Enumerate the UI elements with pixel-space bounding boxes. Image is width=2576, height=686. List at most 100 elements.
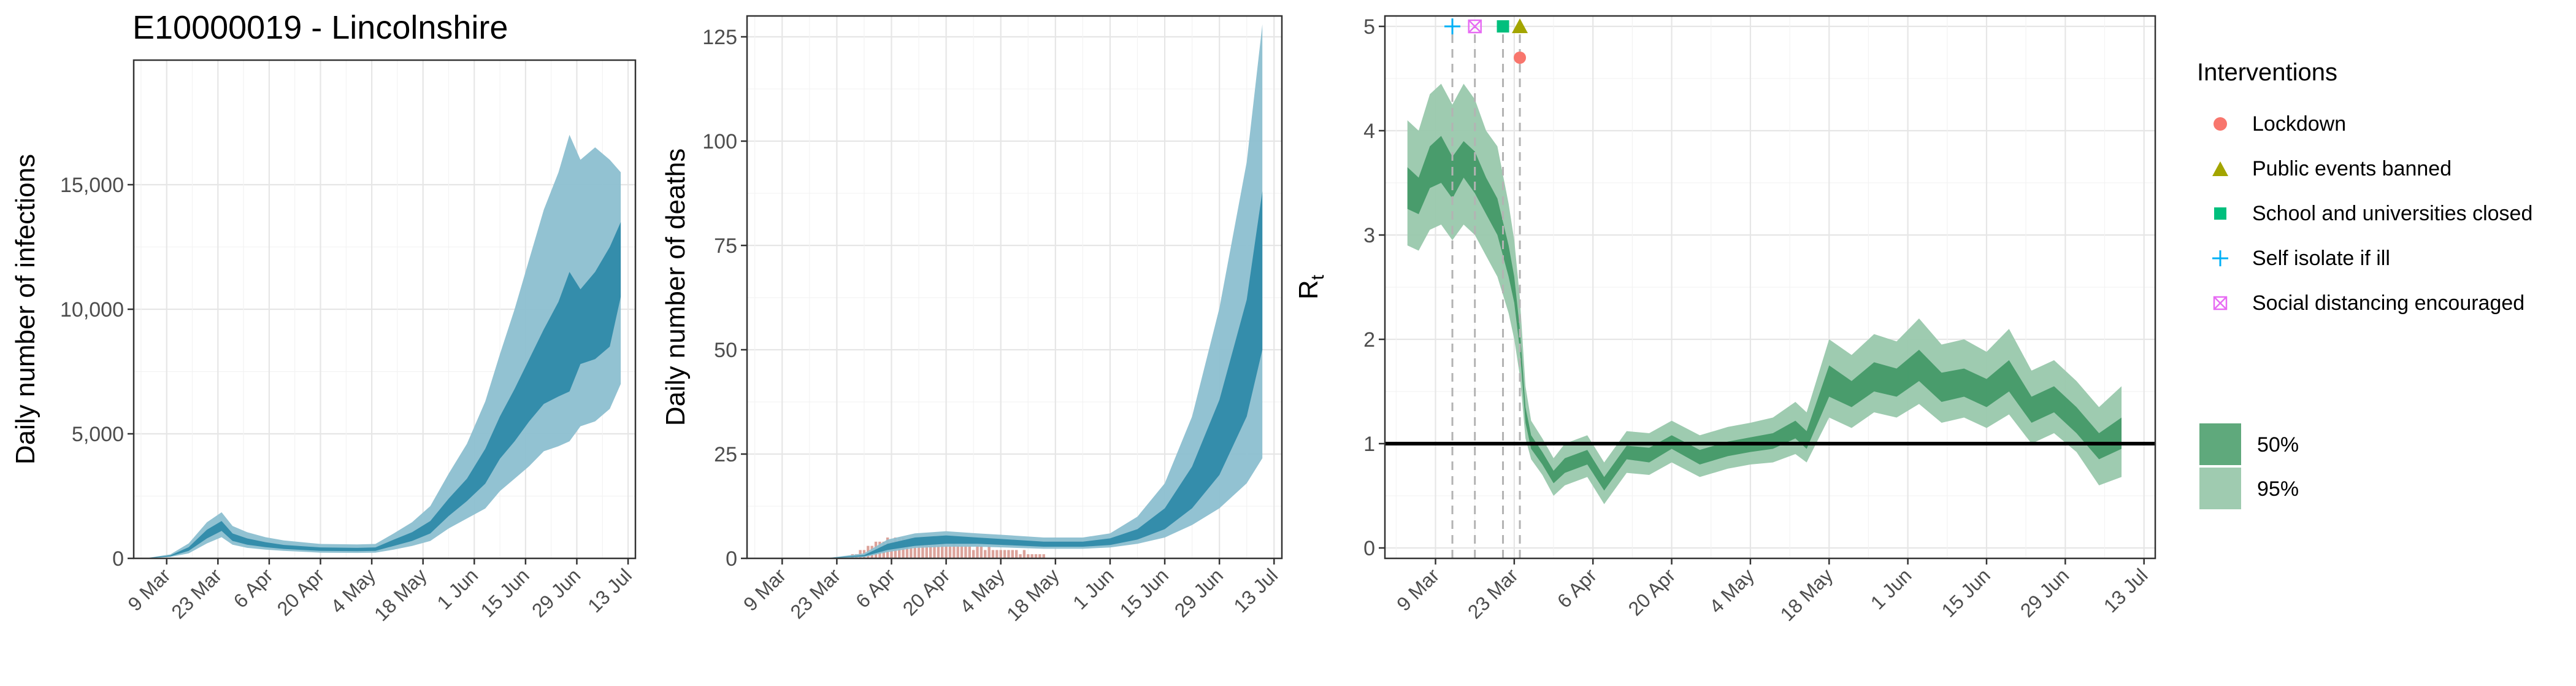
legend-band-95 [2199,468,2241,509]
y-axis-title: Daily number of infections [10,154,40,464]
death-bar [1034,554,1038,558]
legend-item-social-distancing: Social distancing encouraged [2208,291,2524,315]
y-tick-label: 15,000 [60,174,124,197]
x-tick-label: 18 May [1002,564,1064,625]
death-bar [987,545,991,558]
death-bar [991,550,995,558]
death-bar [913,541,916,558]
y-tick-label: 125 [702,26,737,49]
death-bar [905,541,909,558]
x-tick-label: 1 Jun [1068,564,1118,614]
x-tick-label: 20 Apr [1624,564,1680,620]
x-tick-label: 15 Jun [476,564,533,621]
death-bar [1027,554,1030,558]
x-tick-label: 20 Apr [899,564,954,620]
school-closed-marker [1497,20,1509,33]
death-bar [995,550,999,558]
death-bar [979,545,983,558]
legend-item-public-events: Public events banned [2208,156,2451,181]
death-bar [925,541,928,558]
death-bar [953,541,956,558]
chart-panel-3: 0 1 2 3 4 5 9 Mar 23 Mar 6 Apr 20 Apr 4 May 18 May 1… [1294,15,2156,625]
x-tick-label: 18 May [1776,564,1838,625]
legend-label: Self isolate if ill [2252,246,2390,270]
x-tick-label: 13 Jul [1229,564,1282,617]
legend-label: Lockdown [2252,112,2347,136]
x-tick-label: 6 Apr [229,564,278,612]
x-tick-label: 6 Apr [1553,564,1601,612]
legend-label: School and universities closed [2252,201,2533,225]
y-tick-label: 100 [702,130,737,153]
death-bar [941,541,944,558]
page-title: E10000019 - Lincolnshire [132,9,508,46]
x-tick-label: 29 Jun [1170,564,1227,621]
x-tick-label: 1 Jun [1866,564,1916,614]
death-bar [929,541,932,558]
y-tick-label: 1 [1363,433,1375,456]
y-tick-label: 5 [1363,15,1375,39]
death-bar [1022,550,1026,558]
square-icon [2208,201,2233,226]
legend-band-50-label: 50% [2257,433,2299,457]
legend-title: Interventions [2197,59,2338,86]
x-tick-label: 1 Jun [432,564,482,614]
y-axis-title: Rt [1294,274,1328,299]
y-tick-label: 5,000 [72,423,124,446]
x-tick-label: 13 Jul [583,564,636,617]
band-50 [144,222,621,558]
death-bar [933,541,936,558]
y-tick-label: 0 [1363,537,1375,560]
death-bar [1003,550,1006,558]
death-bar [956,545,959,558]
legend-label: Public events banned [2252,156,2452,180]
lockdown-marker [1514,52,1527,64]
death-bar [1030,554,1033,558]
y-axis-title: Daily number of deaths [661,148,691,426]
panel-border [746,15,1283,560]
death-bar [1019,554,1022,558]
x-tick-label: 15 Jun [1938,564,1995,621]
x-tick-label: 9 Mar [739,564,791,615]
y-tick-label: 10,000 [60,298,124,322]
y-tick-label: 2 [1363,328,1375,352]
x-tick-label: 4 May [1705,564,1758,617]
death-bar [937,545,940,558]
legend-band-95-label: 95% [2257,477,2299,501]
legend-band-50 [2199,423,2241,465]
plus-icon [2208,246,2233,271]
x-tick-label: 6 Apr [851,564,900,612]
y-tick-label: 3 [1363,224,1375,247]
death-bar [976,545,979,558]
y-tick-label: 0 [726,547,737,571]
legend-label: Social distancing encouraged [2252,291,2525,315]
x-tick-label: 29 Jun [527,564,585,621]
public-events-marker [1512,18,1528,33]
legend-item-lockdown: Lockdown [2208,112,2346,136]
death-bar [917,541,921,558]
x-tick-label: 20 Apr [273,564,329,620]
band-95 [825,24,1263,559]
death-bar [1042,554,1045,558]
death-bar [968,545,972,558]
y-tick-label: 4 [1363,120,1375,143]
death-bar [1011,550,1014,558]
y-tick-label: 75 [714,234,737,258]
death-bar [972,550,975,558]
death-bar [960,545,964,558]
y-tick-label: 25 [714,443,737,466]
x-tick-label: 29 Jun [2016,564,2073,621]
death-bar [1038,554,1041,558]
x-tick-label: 23 Mar [786,564,845,623]
y-tick-label: 50 [714,339,737,362]
death-bar [948,545,952,558]
x-tick-label: 23 Mar [1463,564,1522,623]
band-50 [1407,136,2122,491]
death-bar [999,550,1002,558]
x-tick-label: 9 Mar [1392,564,1444,615]
x-tick-label: 4 May [956,564,1009,617]
x-tick-label: 13 Jul [2099,564,2152,617]
